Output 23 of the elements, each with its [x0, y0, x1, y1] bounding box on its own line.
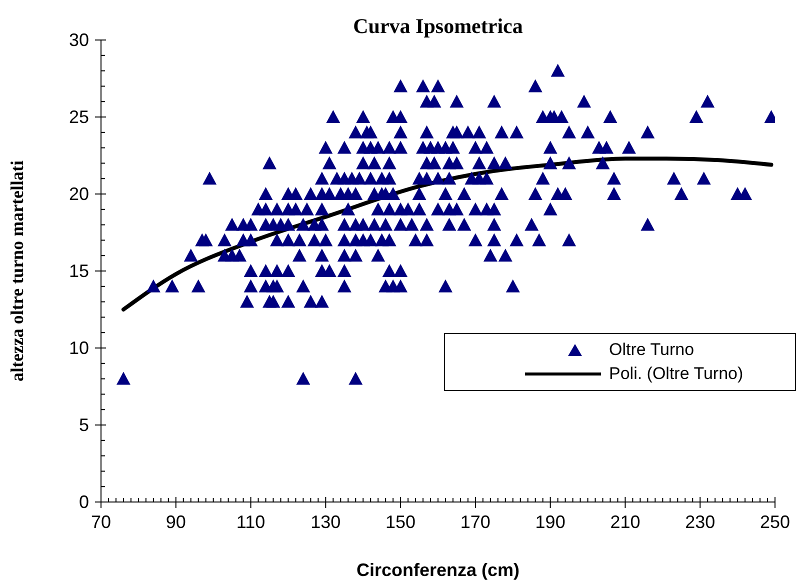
x-tick-label: 90 [166, 512, 186, 532]
x-tick-label: 110 [236, 512, 266, 532]
y-tick-label: 15 [68, 261, 89, 281]
y-tick-label: 25 [68, 107, 89, 127]
x-tick-label: 170 [460, 512, 490, 532]
y-tick-label: 10 [68, 338, 89, 358]
line-series [121, 156, 774, 312]
chart-title: Curva Ipsometrica [352, 14, 524, 39]
x-tick-label: 70 [90, 512, 112, 532]
y-tick-label: 5 [78, 415, 89, 435]
x-tick-label: 130 [310, 512, 341, 532]
x-tick-label: 190 [535, 512, 566, 532]
x-tick-label: 230 [685, 512, 716, 532]
x-tick-label: 150 [386, 512, 416, 532]
y-axis-title: altezza oltre turno martellati [7, 159, 28, 384]
legend-label: Oltre Turno [609, 340, 694, 360]
y-tick-label: 30 [68, 30, 89, 50]
y-tick-label: 0 [78, 492, 89, 512]
x-axis-title: Circonferenza (cm) [355, 560, 521, 581]
legend-label: Poli. (Oltre Turno) [609, 364, 744, 384]
x-tick-label: 250 [760, 512, 790, 532]
x-tick-label: 210 [610, 512, 640, 532]
y-tick-label: 20 [68, 184, 89, 204]
